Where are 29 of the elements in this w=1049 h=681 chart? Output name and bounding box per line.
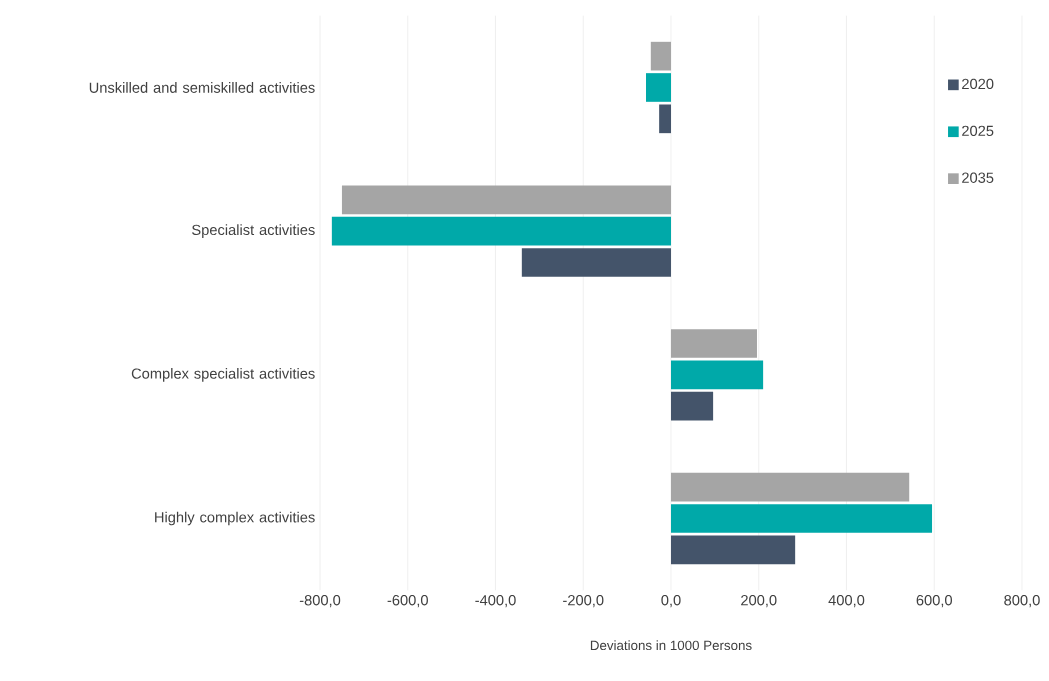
x-tick-label: -600,0: [387, 595, 428, 608]
y-tick-label: Unskilled and semiskilled activities: [89, 82, 315, 93]
bar: [670, 329, 757, 358]
bar: [670, 535, 796, 565]
legend-label: 2035: [962, 172, 994, 183]
y-tick-label: Complex specialist activities: [131, 367, 315, 382]
x-tick-label: 0,0: [661, 595, 681, 608]
bar: [645, 73, 671, 102]
x-tick-label: -800,0: [299, 595, 341, 608]
bar: [341, 185, 671, 215]
x-axis-title: Deviations in 1000 Persons: [590, 640, 752, 651]
y-tick-label: Highly complex activities: [155, 511, 315, 526]
legend-label: 2020: [962, 78, 994, 90]
bar: [670, 504, 933, 533]
legend-label: 2025: [962, 125, 994, 137]
bar: [650, 41, 671, 71]
bar: [659, 104, 671, 134]
y-tick-label: Specialist activities: [192, 224, 315, 238]
x-tick-label: 600,0: [916, 595, 952, 608]
x-tick-label: 400,0: [828, 595, 865, 608]
bar: [670, 472, 910, 502]
x-tick-label: 800,0: [1004, 595, 1040, 608]
x-tick-label: -200,0: [563, 595, 604, 608]
x-tick-label: -400,0: [475, 595, 516, 608]
bar: [521, 248, 671, 277]
bar: [670, 360, 764, 390]
x-tick-label: 200,0: [741, 595, 777, 608]
bar: [670, 391, 714, 421]
bar: [331, 216, 671, 246]
